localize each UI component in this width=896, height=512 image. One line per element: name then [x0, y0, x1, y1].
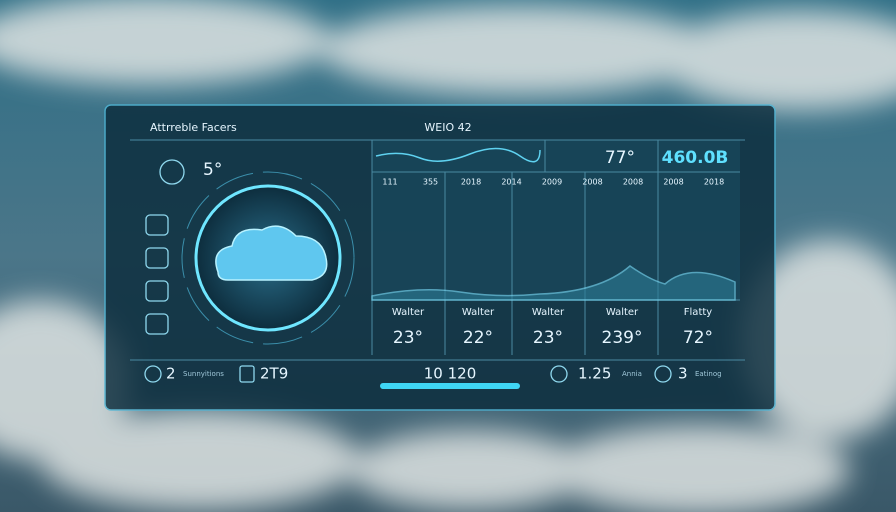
side-icons [144, 159, 672, 383]
area-line [371, 265, 736, 301]
header-title: Attrreble Facers [150, 121, 237, 134]
header-center: WEIO 42 [424, 121, 471, 134]
column-label: 111 [382, 178, 397, 187]
column-label: 2014 [501, 178, 521, 187]
cloud-icon [215, 225, 328, 281]
column-label: 2008 [582, 178, 602, 187]
footer-note: Annia [622, 370, 642, 378]
forecast-label: Walter [606, 307, 639, 318]
forecast-value: 239° [602, 328, 643, 348]
sparkline [375, 147, 541, 163]
footer: 2 Sunnyitions 2T9 10 120 1.25 Annia 3 Eatinog [166, 365, 722, 383]
forecast-value: 72° [683, 328, 713, 348]
column-label: 2008 [663, 178, 683, 187]
forecast: Walter 23° Walter 22° Walter 23° Walter 239° Fla… [392, 307, 713, 348]
footer-note: Eatinog [695, 370, 722, 378]
footer-note: Sunnyitions [183, 370, 224, 378]
forecast-label: Walter [462, 307, 495, 318]
top-stat: 460.0B [662, 148, 729, 168]
footer-value: 2T9 [260, 365, 288, 383]
current-temp: 5° [203, 160, 222, 180]
chart-area [372, 140, 740, 300]
column-label: 355 [423, 178, 438, 187]
ring-outer [181, 171, 355, 345]
column-label: 2008 [623, 178, 643, 187]
progress-bar [380, 383, 520, 389]
footer-value: 10 120 [424, 365, 477, 383]
footer-value: 1.25 [578, 365, 611, 383]
column-label: 2018 [704, 178, 724, 187]
column-label: 2018 [461, 178, 481, 187]
forecast-value: 23° [533, 328, 563, 348]
forecast-label: Walter [392, 307, 425, 318]
forecast-value: 22° [463, 328, 493, 348]
columns: 111 355 2018 2014 2009 2008 2008 2008 2018 [382, 178, 724, 187]
footer-value: 2 [166, 365, 176, 383]
forecast-value: 23° [393, 328, 423, 348]
footer-value: 3 [678, 365, 688, 383]
column-label: 2009 [542, 178, 562, 187]
forecast-label: Walter [532, 307, 565, 318]
forecast-label: Flatty [684, 307, 713, 318]
top-stat: 77° [605, 148, 635, 168]
